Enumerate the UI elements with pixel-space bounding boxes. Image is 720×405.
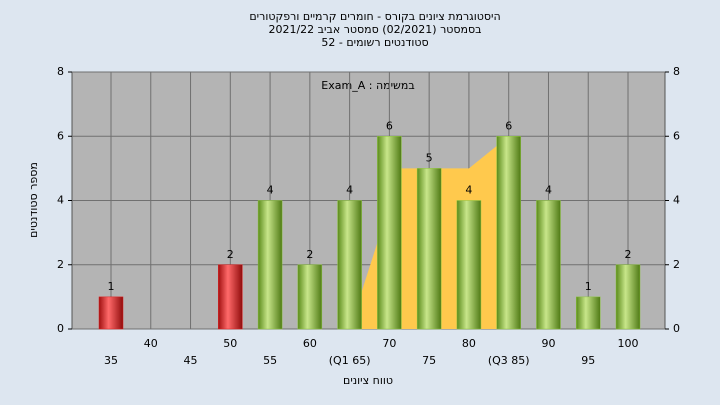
bar [337,200,362,330]
y-tick-label: 8 [57,65,64,78]
bar [496,136,521,330]
data-label: 4 [545,184,552,197]
y-axis-title: מספר סטודנטים [27,162,40,238]
data-label: 4 [346,184,353,197]
bar [218,264,243,330]
x-tick-label: 50 [223,337,237,350]
y-tick-label: 0 [673,322,680,335]
y-tick-label: 4 [57,194,64,207]
data-label: 4 [465,184,472,197]
x-tick-label: 55 [263,354,277,367]
x-tick-label: 90 [541,337,555,350]
bar [575,296,601,330]
bar [377,136,402,330]
data-label: 6 [386,119,393,132]
x-tick-label: (Q3 85) [488,354,530,367]
x-axis-title: טווח ציונים [343,374,393,387]
x-tick-label: 80 [462,337,476,350]
x-tick-label: 45 [184,354,198,367]
chart-title: היסטוגרמת ציונים בקורס - חומרים קרמיים ו… [249,10,500,23]
bar [456,200,482,330]
data-label: 5 [426,151,433,164]
data-label: 6 [505,119,512,132]
chart-subtitle: סטודנטים רשומים - 52 [321,36,428,49]
y-tick-label: 4 [673,194,680,207]
y-tick-label: 2 [673,258,680,271]
chart-subtitle: בסמסטר (02/2021) סמסטר אביב 2021/22 [268,23,481,36]
x-tick-label: 95 [581,354,595,367]
x-tick-label: 35 [104,354,118,367]
y-tick-label: 6 [673,129,680,142]
bar [615,264,641,330]
y-tick-label: 8 [673,65,680,78]
bar [257,200,283,330]
data-label: 1 [585,280,592,293]
data-label: 4 [267,184,274,197]
bar [98,296,124,330]
x-tick-label: 75 [422,354,436,367]
bar [297,264,323,330]
x-tick-label: 40 [144,337,158,350]
bar [536,200,561,330]
annotation: Exam_A : במשימה [321,79,414,92]
data-label: 2 [625,248,632,261]
y-tick-label: 2 [57,258,64,271]
data-label: 2 [306,248,313,261]
data-label: 1 [108,280,115,293]
bar [416,168,442,330]
data-label: 2 [227,248,234,261]
x-tick-label: 70 [382,337,396,350]
x-tick-label: 100 [618,337,639,350]
y-tick-label: 0 [57,322,64,335]
y-tick-label: 6 [57,129,64,142]
x-tick-label: 60 [303,337,317,350]
x-tick-label: (Q1 65) [329,354,371,367]
